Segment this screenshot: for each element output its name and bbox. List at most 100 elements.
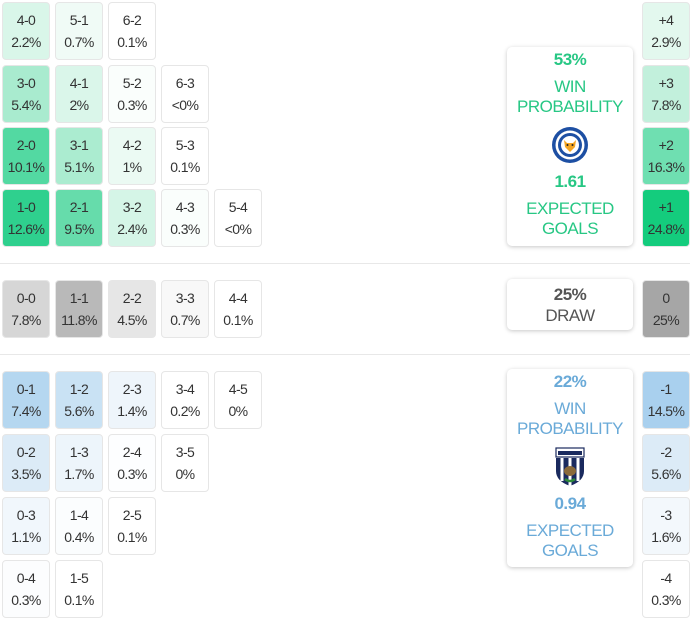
west-brom-crest-icon [550, 447, 590, 487]
home-win-card: 53% WIN PROBABILITY 1.61 EXPECTED GOALS [507, 47, 633, 246]
score-label: 2-5 [122, 507, 142, 523]
score-label: 4-3 [175, 199, 195, 215]
margin-label: +4 [658, 12, 674, 28]
margin-pct: 14.5% [647, 403, 685, 419]
home-expected-goals: 1.61 [554, 172, 586, 191]
away-probability-label: PROBABILITY [517, 419, 623, 438]
score-cell: 4-4 0.1% [214, 280, 262, 338]
score-label: 1-2 [69, 381, 89, 397]
score-label: 4-1 [69, 75, 89, 91]
score-cell: 4-2 1% [108, 127, 156, 185]
score-cell: 5-4 <0% [214, 189, 262, 247]
margin-label: +3 [658, 75, 674, 91]
score-pct: 1.7% [64, 466, 94, 482]
margin-label: -2 [660, 444, 672, 460]
score-pct: 0.1% [170, 159, 200, 175]
draw-label: DRAW [545, 305, 595, 325]
score-cell: 0-3 1.1% [2, 497, 50, 555]
margin-pct: 16.3% [647, 159, 685, 175]
score-cell: 3-4 0.2% [161, 371, 209, 429]
score-cell: 4-0 2.2% [2, 2, 50, 60]
score-pct: 3.5% [11, 466, 41, 482]
score-cell: 1-2 5.6% [55, 371, 103, 429]
margin-label: 0 [662, 290, 670, 306]
score-cell: 0-0 7.8% [2, 280, 50, 338]
margin-label: +2 [658, 137, 674, 153]
score-cell: 1-1 11.8% [55, 280, 103, 338]
score-cell: 3-1 5.1% [55, 127, 103, 185]
home-win-probability: 53% [553, 50, 587, 69]
score-pct: 0.4% [64, 529, 94, 545]
score-cell: 4-1 2% [55, 65, 103, 123]
score-cell: 5-3 0.1% [161, 127, 209, 185]
margin-cell: -4 0.3% [642, 560, 690, 618]
score-label: 0-2 [16, 444, 36, 460]
score-cell: 4-5 0% [214, 371, 262, 429]
score-pct: 9.5% [64, 221, 94, 237]
score-cell: 2-1 9.5% [55, 189, 103, 247]
score-pct: 2% [69, 97, 89, 113]
margin-cell: -3 1.6% [642, 497, 690, 555]
score-pct: 12.6% [7, 221, 45, 237]
score-cell: 2-5 0.1% [108, 497, 156, 555]
score-pct: 0.7% [170, 312, 200, 328]
margin-cell: -2 5.6% [642, 434, 690, 492]
away-xg-label-2: GOALS [541, 541, 599, 560]
score-label: 2-3 [122, 381, 142, 397]
score-pct: 7.8% [11, 312, 41, 328]
margin-cell: +3 7.8% [642, 65, 690, 123]
score-label: 6-2 [122, 12, 142, 28]
score-label: 2-0 [16, 137, 36, 153]
score-cell: 1-0 12.6% [2, 189, 50, 247]
margin-label: -4 [660, 570, 672, 586]
score-pct: 0.1% [117, 529, 147, 545]
score-label: 5-1 [69, 12, 89, 28]
score-cell: 3-3 0.7% [161, 280, 209, 338]
home-win-label: WIN [554, 77, 586, 96]
score-pct: 10.1% [7, 159, 45, 175]
margin-cell: -1 14.5% [642, 371, 690, 429]
score-label: 0-1 [16, 381, 36, 397]
score-label: 3-1 [69, 137, 89, 153]
section-divider [0, 263, 690, 264]
score-label: 5-4 [228, 199, 248, 215]
away-win-label: WIN [554, 399, 586, 418]
score-label: 5-3 [175, 137, 195, 153]
margin-cell: +4 2.9% [642, 2, 690, 60]
margin-label: +1 [658, 199, 674, 215]
section-divider [0, 354, 690, 355]
score-cell: 6-2 0.1% [108, 2, 156, 60]
home-probability-label: PROBABILITY [517, 97, 623, 116]
score-pct: 0.3% [170, 221, 200, 237]
score-pct: 2.2% [11, 34, 41, 50]
margin-label: -1 [660, 381, 672, 397]
score-pct: 1.1% [11, 529, 41, 545]
score-cell: 5-2 0.3% [108, 65, 156, 123]
score-label: 1-0 [16, 199, 36, 215]
score-cell: 3-5 0% [161, 434, 209, 492]
score-pct: 4.5% [117, 312, 147, 328]
score-pct: 0.2% [170, 403, 200, 419]
draw-probability: 25% [553, 284, 587, 304]
margin-pct: 25% [652, 312, 680, 328]
score-cell: 1-5 0.1% [55, 560, 103, 618]
away-win-probability: 22% [553, 372, 587, 391]
score-cell: 0-2 3.5% [2, 434, 50, 492]
score-pct: 0.1% [64, 592, 94, 608]
margin-pct: 5.6% [651, 466, 681, 482]
score-pct: 0.7% [64, 34, 94, 50]
score-cell: 5-1 0.7% [55, 2, 103, 60]
score-label: 2-1 [69, 199, 89, 215]
score-label: 5-2 [122, 75, 142, 91]
score-label: 2-4 [122, 444, 142, 460]
margin-pct: 7.8% [651, 97, 681, 113]
margin-cell: +1 24.8% [642, 189, 690, 247]
margin-pct: 0.3% [651, 592, 681, 608]
score-cell: 2-3 1.4% [108, 371, 156, 429]
score-cell: 1-3 1.7% [55, 434, 103, 492]
away-expected-goals: 0.94 [554, 494, 586, 513]
margin-pct: 2.9% [651, 34, 681, 50]
margin-pct: 24.8% [647, 221, 685, 237]
score-pct: 1% [122, 159, 142, 175]
score-pct: 2.4% [117, 221, 147, 237]
